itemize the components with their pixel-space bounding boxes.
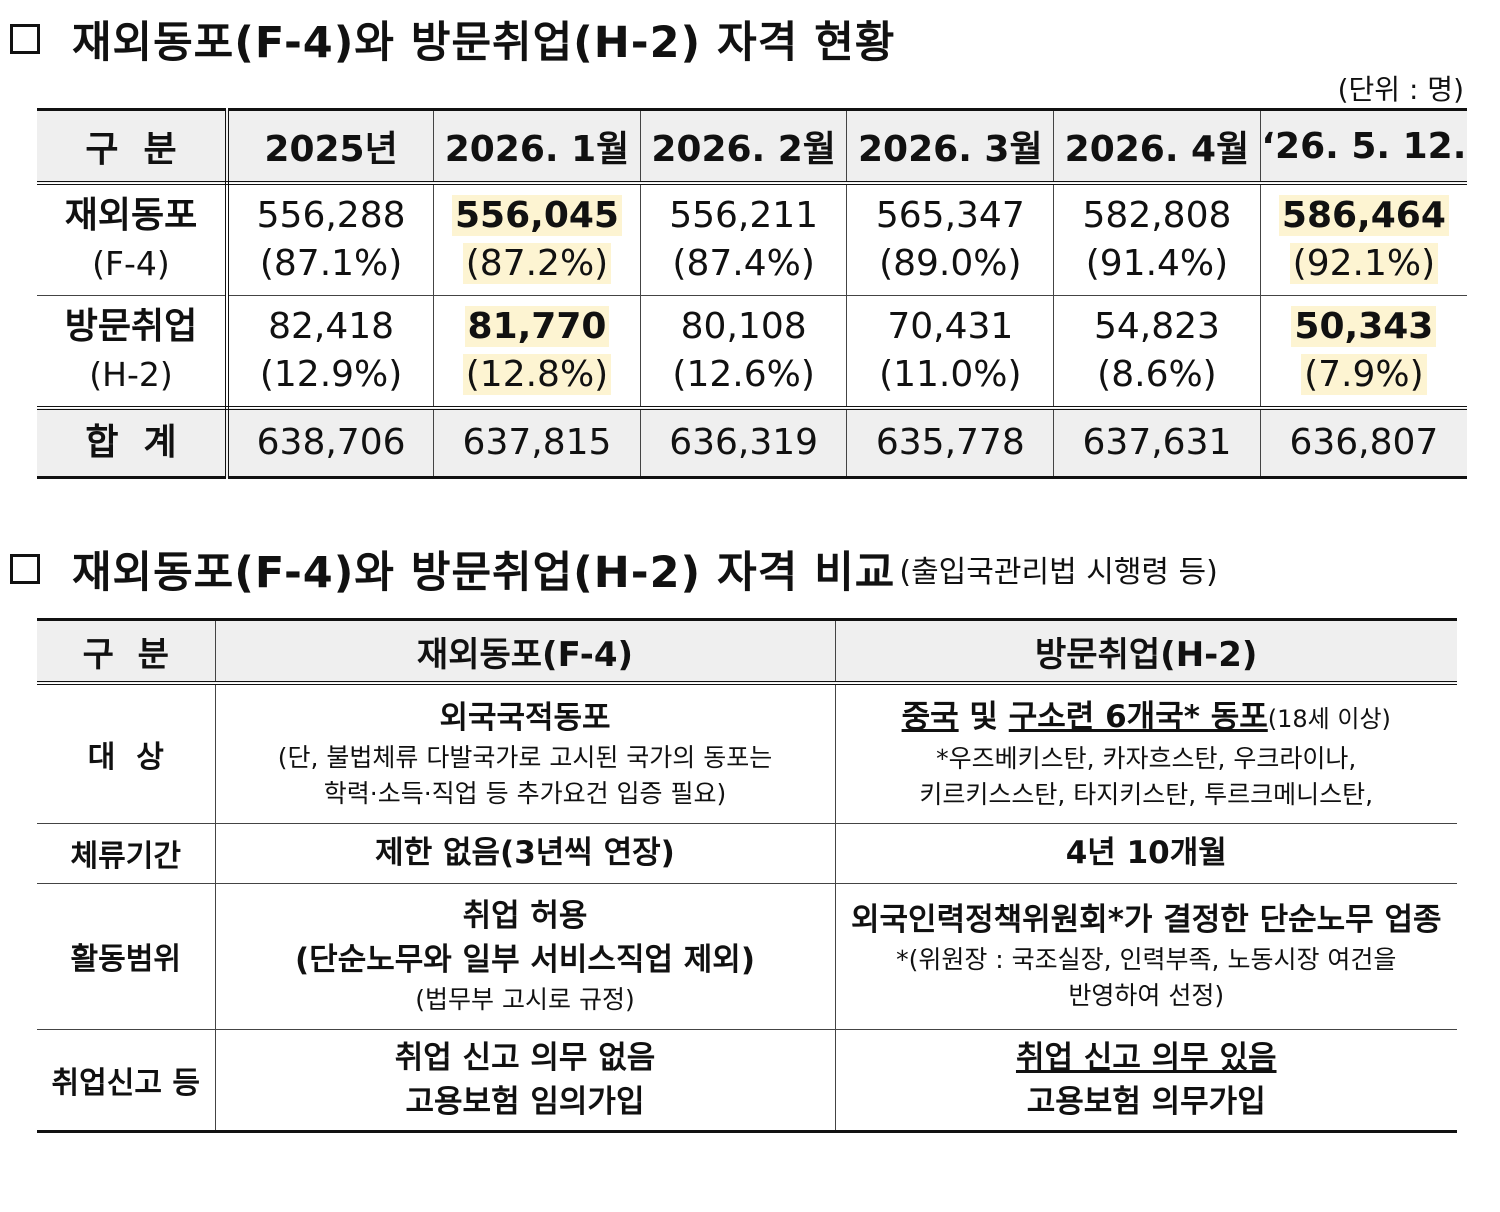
table-row-total: 합 계 638,706 637,815 636,319 635,778 637,… xyxy=(37,408,1467,478)
cell-f4-2026-05-12: 586,464 (92.1%) xyxy=(1259,183,1467,296)
header-col-2026-03: 2026. 3월 xyxy=(846,109,1054,185)
checkbox-square-icon xyxy=(10,24,40,54)
cell-total-2026-05-12: 636,807 xyxy=(1259,408,1467,478)
row-label-main: 방문취업 xyxy=(64,306,198,347)
row-label-target: 대 상 xyxy=(37,683,215,824)
header-f4: 재외동포(F-4) xyxy=(214,619,835,685)
section2-title: 재외동포(F-4)와 방문취업(H-2) 자격 비교 xyxy=(72,548,896,598)
header-h2: 방문취업(H-2) xyxy=(834,619,1457,685)
table-row-f4: 재외동포 (F-4) 556,288 (87.1%) 556,045 (87.2%)… xyxy=(37,183,1467,296)
cell-f4-2026-01: 556,045 (87.2%) xyxy=(433,183,641,296)
header-col-2025: 2025년 xyxy=(226,109,434,185)
row-label-sub: (F-4) xyxy=(92,244,170,283)
comparison-table: 구 분 재외동포(F-4) 방문취업(H-2) 대 상 외국국적동포 (단, 불… xyxy=(37,618,1457,1133)
section1-heading: 재외동포(F-4)와 방문취업(H-2) 자격 현황 xyxy=(10,10,895,68)
header-col-2026-05-12: ‘26. 5. 12. xyxy=(1259,109,1467,185)
row-label-stay: 체류기간 xyxy=(37,823,215,884)
cell-f4-2026-02: 556,211 (87.4%) xyxy=(639,183,847,296)
checkbox-square-icon xyxy=(10,554,40,584)
cell-total-2026-04: 637,631 xyxy=(1053,408,1261,478)
status-table: 구 분 2025년 2026. 1월 2026. 2월 2026. 3월 202… xyxy=(37,108,1467,479)
header-col-2026-01: 2026. 1월 xyxy=(433,109,641,185)
row-label-employment: 취업신고 등 xyxy=(51,1065,200,1101)
row-target: 대 상 외국국적동포 (단, 불법체류 다발국가로 고시된 국가의 동포는 학력… xyxy=(37,683,1457,824)
cell-f4-2026-03: 565,347 (89.0%) xyxy=(846,183,1054,296)
section1-title: 재외동포(F-4)와 방문취업(H-2) 자격 현황 xyxy=(72,18,896,68)
header-col-2026-02: 2026. 2월 xyxy=(639,109,847,185)
cell-h2-2026-04: 54,823 (8.6%) xyxy=(1053,295,1261,410)
section2-heading: 재외동포(F-4)와 방문취업(H-2) 자격 비교 (출입국관리법 시행령 등… xyxy=(10,540,1218,598)
cell-target-h2: 중국 및 구소련 6개국* 동포(18세 이상) *우즈베키스탄, 카자흐스탄,… xyxy=(834,683,1457,824)
cell-total-2026-01: 637,815 xyxy=(433,408,641,478)
header-label: 구 분 xyxy=(37,619,215,685)
section2-title-note: (출입국관리법 시행령 등) xyxy=(899,555,1218,590)
row-label-h2: 방문취업 (H-2) xyxy=(37,295,229,410)
row-label-main: 재외동포 xyxy=(64,195,198,236)
row-activity: 활동범위 취업 허용 (단순노무와 일부 서비스직업 제외) (법무부 고시로 … xyxy=(37,883,1457,1030)
cell-f4-2025: 556,288 (87.1%) xyxy=(226,183,434,296)
cell-activity-f4: 취업 허용 (단순노무와 일부 서비스직업 제외) (법무부 고시로 규정) xyxy=(214,883,835,1030)
cell-stay-f4: 제한 없음(3년씩 연장) xyxy=(214,823,835,884)
cell-stay-h2: 4년 10개월 xyxy=(834,823,1457,884)
cell-target-f4: 외국국적동포 (단, 불법체류 다발국가로 고시된 국가의 동포는 학력·소득·… xyxy=(214,683,835,824)
header-label: 구 분 xyxy=(37,109,229,185)
header-col-2026-04: 2026. 4월 xyxy=(1053,109,1261,185)
row-label-f4: 재외동포 (F-4) xyxy=(37,183,229,296)
row-label-total: 합 계 xyxy=(37,408,229,478)
unit-label: (단위 : 명) xyxy=(1337,73,1464,106)
cell-activity-h2: 외국인력정책위원회*가 결정한 단순노무 업종 *(위원장 : 국조실장, 인력… xyxy=(834,883,1457,1030)
status-table-header: 구 분 2025년 2026. 1월 2026. 2월 2026. 3월 202… xyxy=(37,109,1467,185)
cell-employment-f4: 취업 신고 의무 없음 고용보험 임의가입 xyxy=(214,1029,835,1131)
cell-h2-2026-01: 81,770 (12.8%) xyxy=(433,295,641,410)
cell-h2-2026-05-12: 50,343 (7.9%) xyxy=(1259,295,1467,410)
comparison-header: 구 분 재외동포(F-4) 방문취업(H-2) xyxy=(37,619,1457,685)
cell-employment-h2: 취업 신고 의무 있음 고용보험 의무가입 xyxy=(834,1029,1457,1131)
row-label-activity: 활동범위 xyxy=(37,883,215,1030)
row-label-sub: (H-2) xyxy=(89,355,173,394)
row-stay: 체류기간 제한 없음(3년씩 연장) 4년 10개월 xyxy=(37,823,1457,884)
cell-total-2026-03: 635,778 xyxy=(846,408,1054,478)
cell-h2-2025: 82,418 (12.9%) xyxy=(226,295,434,410)
cell-h2-2026-03: 70,431 (11.0%) xyxy=(846,295,1054,410)
cell-h2-2026-02: 80,108 (12.6%) xyxy=(639,295,847,410)
cell-total-2026-02: 636,319 xyxy=(639,408,847,478)
table-row-h2: 방문취업 (H-2) 82,418 (12.9%) 81,770 (12.8%) 8… xyxy=(37,295,1467,410)
cell-f4-2026-04: 582,808 (91.4%) xyxy=(1053,183,1261,296)
row-employment: 취업신고 등 취업 신고 의무 없음 고용보험 임의가입 취업 신고 의무 있음… xyxy=(37,1029,1457,1131)
cell-total-2025: 638,706 xyxy=(226,408,434,478)
